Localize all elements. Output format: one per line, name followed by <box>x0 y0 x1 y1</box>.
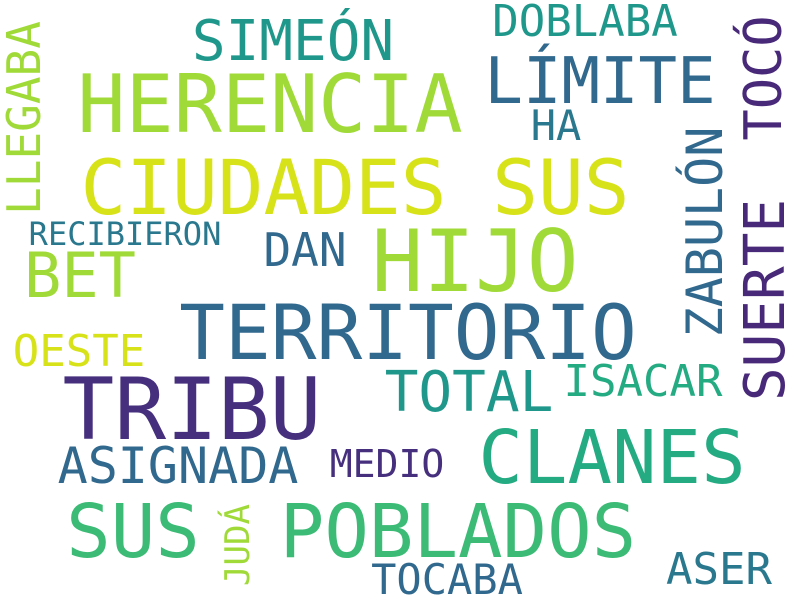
word-poblados: POBLADOS <box>279 489 637 575</box>
word-ha: HA <box>530 101 582 150</box>
word-suerte: SUERTE <box>733 198 798 402</box>
word-territorio: TERRITORIO <box>179 288 637 377</box>
word-sus: SUS <box>66 489 200 575</box>
word-limite: LÍMITE <box>484 45 716 119</box>
word-zabulon: ZABULÓN <box>676 126 734 338</box>
word-dan: DAN <box>263 223 347 277</box>
word-aser: ASER <box>666 544 772 595</box>
word-tribu: TRIBU <box>62 360 322 460</box>
word-herencia: HERENCIA <box>77 58 463 151</box>
word-oeste: OESTE <box>12 326 146 377</box>
word-isacar: ISACAR <box>563 356 723 407</box>
word-simeon: SIMEÓN <box>191 9 395 74</box>
word-bet: BET <box>24 239 136 312</box>
word-medio: MEDIO <box>329 442 445 486</box>
word-clanes: CLANES <box>478 415 746 501</box>
word-hijo: HIJO <box>371 212 579 312</box>
word-ciudades-sus: CIUDADES SUS <box>80 143 630 232</box>
word-doblaba: DOBLABA <box>492 0 678 47</box>
word-toco: TOCÓ <box>734 15 794 141</box>
word-tocaba: TOCABA <box>371 555 523 600</box>
word-asignada: ASIGNADA <box>57 437 299 495</box>
word-recibieron: RECIBIERON <box>28 215 222 253</box>
word-llegaba: LLEGABA <box>0 21 51 215</box>
word-total: TOTAL <box>384 360 554 425</box>
word-juda: JUDÁ <box>218 504 258 586</box>
